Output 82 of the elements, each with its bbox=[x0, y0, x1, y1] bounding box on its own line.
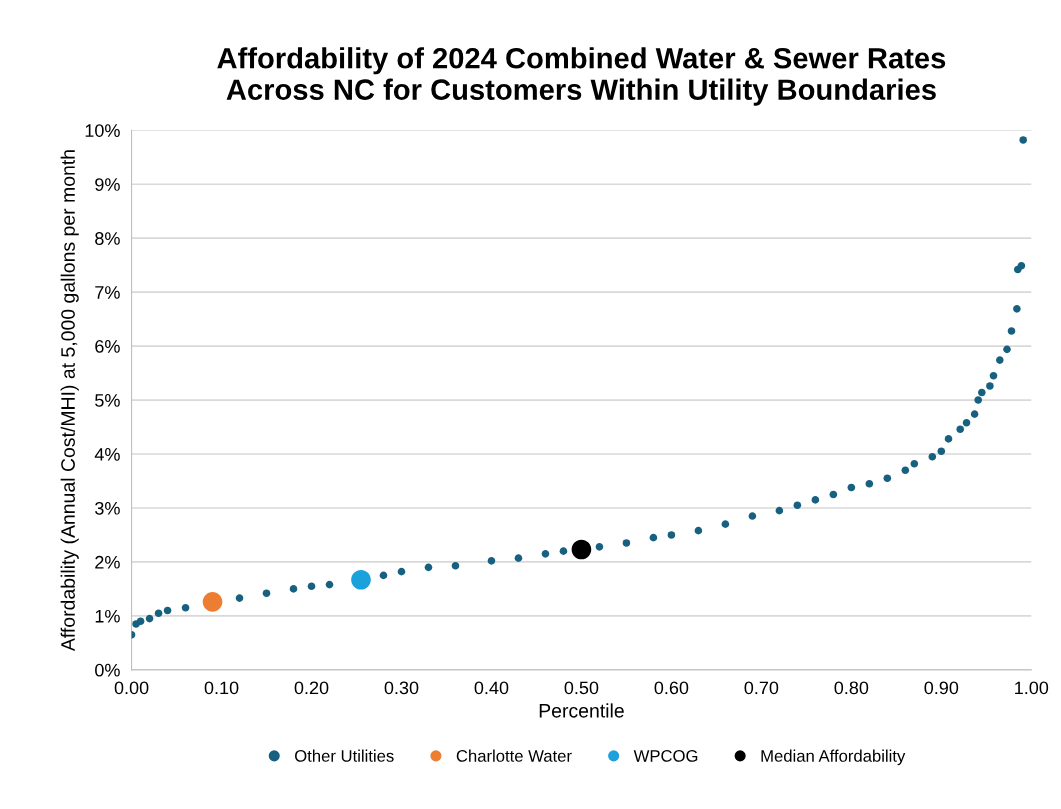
y-tick-label: 7% bbox=[95, 286, 120, 299]
x-tick-label: 0.50 bbox=[564, 681, 599, 695]
point bbox=[351, 569, 371, 590]
point bbox=[928, 452, 937, 461]
point bbox=[775, 506, 784, 515]
point bbox=[571, 539, 592, 560]
point bbox=[163, 606, 172, 615]
legend-label: Other Utilities bbox=[295, 749, 394, 762]
point bbox=[1019, 136, 1027, 144]
x-tick-label: 0.80 bbox=[834, 681, 869, 695]
point bbox=[986, 382, 994, 390]
legend-label: Median Affordability bbox=[761, 749, 906, 766]
point bbox=[451, 561, 460, 570]
x-tick-label: 0.90 bbox=[924, 681, 959, 695]
point bbox=[847, 483, 856, 492]
point bbox=[865, 479, 874, 488]
point bbox=[811, 496, 820, 504]
point bbox=[1013, 305, 1021, 313]
point bbox=[136, 617, 145, 626]
point bbox=[910, 459, 919, 468]
point bbox=[595, 543, 604, 551]
point bbox=[325, 580, 334, 589]
y-tick-label: 1% bbox=[95, 609, 120, 623]
point bbox=[397, 567, 406, 576]
point bbox=[944, 435, 953, 443]
point bbox=[989, 371, 998, 380]
point bbox=[694, 526, 703, 535]
y-tick-label: 4% bbox=[94, 448, 120, 461]
point bbox=[514, 554, 523, 562]
y-tick-label: 9% bbox=[95, 178, 120, 191]
point bbox=[974, 396, 983, 404]
point bbox=[721, 520, 730, 528]
point bbox=[202, 592, 223, 612]
point bbox=[956, 425, 965, 433]
legend-label: Charlotte Water bbox=[456, 749, 572, 762]
point bbox=[424, 563, 433, 572]
point bbox=[937, 447, 946, 456]
y-tick-label: 5% bbox=[95, 394, 120, 407]
chart-title: Affordability of 2024 Combined Water & Sewer Rates Across NC for Customers Within Utility Boundaries bbox=[217, 47, 946, 106]
point bbox=[970, 410, 979, 418]
x-tick-label: 0.10 bbox=[204, 681, 239, 695]
point bbox=[487, 557, 496, 565]
point bbox=[883, 474, 892, 483]
point bbox=[748, 512, 757, 520]
point bbox=[559, 547, 568, 555]
y-tick-label: 0% bbox=[95, 663, 120, 677]
x-tick-label: 0.70 bbox=[744, 681, 779, 695]
point bbox=[1017, 261, 1026, 270]
x-tick-label: 0.60 bbox=[654, 681, 689, 695]
y-tick-label: 8% bbox=[95, 232, 120, 245]
x-axis-title: Percentile bbox=[539, 703, 624, 718]
point bbox=[379, 571, 388, 580]
legend-label: WPCOG bbox=[633, 750, 698, 762]
y-axis-title: Affordability (Annual Cost/MHI) at 5,000 gallons per month bbox=[60, 150, 79, 652]
x-tick-label: 1.00 bbox=[1015, 681, 1049, 695]
point bbox=[181, 603, 190, 612]
y-tick-label: 10% bbox=[85, 124, 120, 137]
point bbox=[829, 490, 838, 499]
point bbox=[289, 585, 298, 593]
point bbox=[793, 501, 802, 510]
point bbox=[145, 614, 154, 623]
point bbox=[622, 539, 631, 547]
x-tick-label: 0.40 bbox=[474, 681, 509, 695]
point bbox=[262, 589, 271, 598]
point bbox=[154, 609, 163, 617]
x-tick-label: 0.30 bbox=[384, 681, 419, 695]
point bbox=[996, 356, 1004, 364]
point bbox=[667, 531, 676, 539]
y-tick-label: 3% bbox=[95, 501, 120, 515]
point bbox=[541, 550, 550, 558]
point bbox=[978, 388, 986, 397]
x-tick-label: 0.20 bbox=[294, 681, 329, 695]
y-tick-label: 6% bbox=[95, 340, 120, 353]
point bbox=[901, 466, 910, 474]
point bbox=[1003, 345, 1011, 354]
point bbox=[307, 582, 316, 591]
point bbox=[962, 418, 971, 427]
y-tick-label: 2% bbox=[95, 555, 120, 569]
point bbox=[1007, 327, 1016, 335]
point bbox=[235, 594, 244, 602]
x-tick-label: 0.00 bbox=[114, 681, 149, 695]
point bbox=[649, 533, 658, 542]
